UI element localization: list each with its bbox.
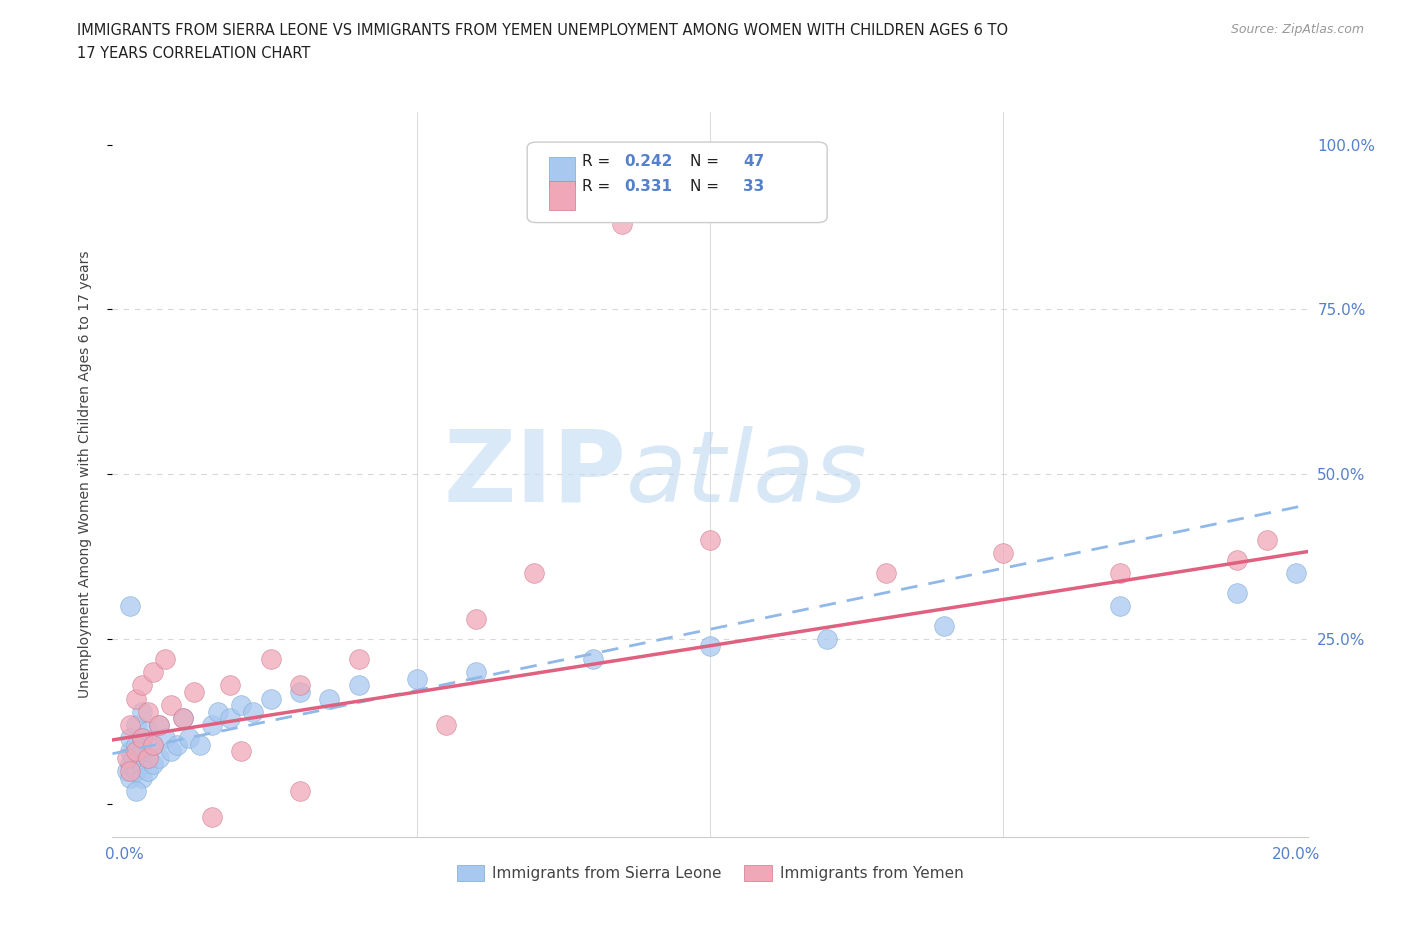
Point bbox=[699, 638, 721, 653]
Point bbox=[120, 764, 141, 778]
Point bbox=[934, 618, 956, 633]
Text: 33: 33 bbox=[744, 179, 765, 194]
Text: 47: 47 bbox=[744, 153, 765, 168]
Point bbox=[122, 751, 145, 765]
Point bbox=[148, 717, 170, 732]
Text: 0.242: 0.242 bbox=[624, 153, 672, 168]
Point bbox=[436, 717, 458, 732]
Point bbox=[464, 612, 486, 627]
Point bbox=[120, 717, 141, 732]
Point bbox=[142, 757, 165, 772]
Point bbox=[136, 751, 159, 765]
Point bbox=[1109, 599, 1132, 614]
Point bbox=[172, 711, 194, 725]
Point bbox=[131, 678, 153, 693]
Point bbox=[131, 757, 153, 772]
Y-axis label: Unemployment Among Women with Children Ages 6 to 17 years: Unemployment Among Women with Children A… bbox=[77, 250, 91, 698]
Text: R =: R = bbox=[582, 179, 610, 194]
Point bbox=[131, 731, 153, 746]
FancyBboxPatch shape bbox=[548, 180, 575, 209]
Text: atlas: atlas bbox=[627, 426, 868, 523]
Point bbox=[148, 717, 170, 732]
Point bbox=[464, 665, 486, 680]
Point bbox=[131, 744, 153, 759]
Point bbox=[218, 711, 240, 725]
Point bbox=[142, 665, 165, 680]
Text: 17 YEARS CORRELATION CHART: 17 YEARS CORRELATION CHART bbox=[77, 46, 311, 61]
Point bbox=[142, 737, 165, 752]
Point bbox=[260, 691, 283, 706]
Point bbox=[125, 764, 148, 778]
Point bbox=[288, 684, 311, 699]
Point bbox=[125, 737, 148, 752]
Point bbox=[288, 783, 311, 798]
Point bbox=[242, 704, 264, 719]
Point bbox=[125, 691, 148, 706]
Point bbox=[991, 546, 1014, 561]
Point bbox=[131, 704, 153, 719]
Point bbox=[120, 770, 141, 785]
Point bbox=[1285, 565, 1308, 580]
Point bbox=[612, 217, 634, 232]
Point bbox=[218, 678, 240, 693]
Point bbox=[160, 744, 183, 759]
Point bbox=[207, 704, 229, 719]
Point bbox=[177, 731, 200, 746]
Point bbox=[406, 671, 429, 686]
Point bbox=[125, 783, 148, 798]
Text: R =: R = bbox=[582, 153, 610, 168]
Point bbox=[260, 652, 283, 667]
Point bbox=[120, 731, 141, 746]
Point bbox=[201, 717, 224, 732]
Point bbox=[1109, 565, 1132, 580]
Point bbox=[120, 757, 141, 772]
Point bbox=[136, 704, 159, 719]
Point bbox=[347, 678, 370, 693]
Point bbox=[318, 691, 340, 706]
Point bbox=[166, 737, 188, 752]
Point bbox=[815, 631, 838, 646]
Point bbox=[288, 678, 311, 693]
Point bbox=[120, 744, 141, 759]
Point bbox=[188, 737, 212, 752]
Point bbox=[1226, 552, 1249, 567]
Text: ZIP: ZIP bbox=[443, 426, 627, 523]
Text: IMMIGRANTS FROM SIERRA LEONE VS IMMIGRANTS FROM YEMEN UNEMPLOYMENT AMONG WOMEN W: IMMIGRANTS FROM SIERRA LEONE VS IMMIGRAN… bbox=[77, 23, 1008, 38]
Point bbox=[155, 731, 177, 746]
Point bbox=[115, 751, 138, 765]
Point bbox=[131, 731, 153, 746]
Legend: Immigrants from Sierra Leone, Immigrants from Yemen: Immigrants from Sierra Leone, Immigrants… bbox=[451, 859, 969, 887]
Point bbox=[1226, 586, 1249, 601]
Point bbox=[231, 698, 253, 712]
Point bbox=[582, 652, 605, 667]
Point bbox=[155, 652, 177, 667]
Point bbox=[125, 744, 148, 759]
Point bbox=[231, 744, 253, 759]
Point bbox=[172, 711, 194, 725]
Point bbox=[160, 698, 183, 712]
Point bbox=[148, 751, 170, 765]
Point bbox=[142, 737, 165, 752]
Point bbox=[201, 810, 224, 825]
Point bbox=[1256, 533, 1278, 548]
Text: N =: N = bbox=[690, 153, 718, 168]
FancyBboxPatch shape bbox=[548, 156, 575, 186]
Point bbox=[120, 599, 141, 614]
Point bbox=[347, 652, 370, 667]
Point bbox=[125, 717, 148, 732]
Text: Source: ZipAtlas.com: Source: ZipAtlas.com bbox=[1230, 23, 1364, 36]
Point bbox=[115, 764, 138, 778]
Text: 0.331: 0.331 bbox=[624, 179, 672, 194]
Point bbox=[699, 533, 721, 548]
FancyBboxPatch shape bbox=[527, 142, 827, 222]
Point bbox=[136, 751, 159, 765]
Point bbox=[131, 770, 153, 785]
Point bbox=[523, 565, 546, 580]
Point bbox=[875, 565, 897, 580]
Point bbox=[136, 764, 159, 778]
Point bbox=[136, 724, 159, 739]
Point bbox=[183, 684, 205, 699]
Text: N =: N = bbox=[690, 179, 718, 194]
